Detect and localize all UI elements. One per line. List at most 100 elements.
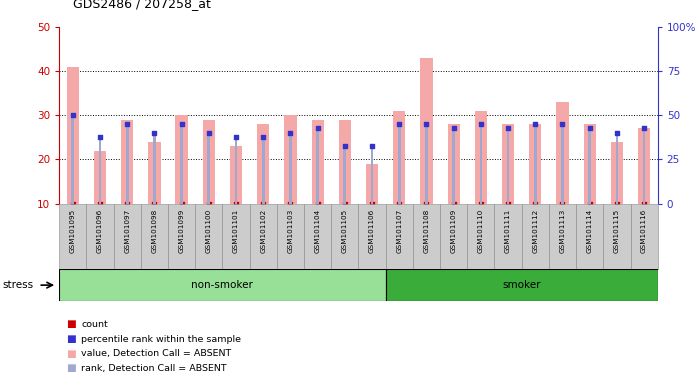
Point bbox=[448, 200, 459, 207]
Bar bbox=[475, 111, 487, 204]
Bar bbox=[284, 115, 296, 204]
Bar bbox=[440, 204, 467, 269]
Bar bbox=[638, 128, 650, 204]
Bar bbox=[413, 204, 440, 269]
Text: rank, Detection Call = ABSENT: rank, Detection Call = ABSENT bbox=[81, 364, 227, 373]
Bar bbox=[262, 137, 264, 204]
Bar bbox=[603, 204, 631, 269]
Bar bbox=[230, 146, 242, 204]
Bar bbox=[576, 204, 603, 269]
Point bbox=[95, 200, 106, 207]
Point bbox=[611, 130, 622, 136]
Point bbox=[68, 112, 79, 118]
Bar bbox=[121, 120, 134, 204]
Bar bbox=[203, 120, 215, 204]
Bar bbox=[67, 67, 79, 204]
Bar bbox=[358, 204, 386, 269]
Point bbox=[312, 200, 323, 207]
Point bbox=[584, 200, 595, 207]
Bar bbox=[386, 269, 658, 301]
Bar bbox=[153, 133, 156, 204]
Text: GSM101102: GSM101102 bbox=[260, 209, 266, 253]
Point bbox=[258, 200, 269, 207]
Bar bbox=[534, 124, 537, 204]
Text: GSM101101: GSM101101 bbox=[233, 209, 239, 253]
Bar bbox=[343, 146, 346, 204]
Bar bbox=[331, 204, 358, 269]
Point bbox=[394, 200, 405, 207]
Point bbox=[421, 121, 432, 127]
Point bbox=[203, 200, 214, 207]
Bar bbox=[59, 204, 86, 269]
Bar bbox=[113, 204, 141, 269]
Point bbox=[230, 134, 242, 141]
Bar bbox=[615, 133, 618, 204]
Bar bbox=[207, 133, 210, 204]
Text: GSM101103: GSM101103 bbox=[287, 209, 294, 253]
Bar bbox=[86, 204, 113, 269]
Point bbox=[258, 134, 269, 141]
Bar bbox=[386, 204, 413, 269]
Point bbox=[394, 121, 405, 127]
Bar bbox=[494, 204, 522, 269]
Point bbox=[176, 121, 187, 127]
Point bbox=[448, 125, 459, 131]
Bar bbox=[588, 128, 591, 204]
Text: GSM101109: GSM101109 bbox=[451, 209, 457, 253]
Point bbox=[557, 121, 568, 127]
Point bbox=[149, 200, 160, 207]
Point bbox=[95, 134, 106, 141]
Bar bbox=[148, 142, 161, 204]
Bar bbox=[168, 204, 195, 269]
Text: GSM101112: GSM101112 bbox=[532, 209, 538, 253]
Point bbox=[475, 121, 487, 127]
Text: GSM101095: GSM101095 bbox=[70, 209, 76, 253]
Bar bbox=[126, 124, 129, 204]
Bar bbox=[141, 204, 168, 269]
Bar bbox=[339, 120, 351, 204]
Point bbox=[122, 200, 133, 207]
Text: ■: ■ bbox=[66, 334, 76, 344]
Point bbox=[421, 200, 432, 207]
Point bbox=[584, 125, 595, 131]
Point bbox=[530, 200, 541, 207]
Text: GSM101116: GSM101116 bbox=[641, 209, 647, 253]
Bar bbox=[289, 133, 292, 204]
Point bbox=[203, 130, 214, 136]
Point bbox=[611, 200, 622, 207]
Text: GSM101098: GSM101098 bbox=[152, 209, 157, 253]
Text: GSM101096: GSM101096 bbox=[97, 209, 103, 253]
Point bbox=[557, 200, 568, 207]
Bar bbox=[99, 137, 102, 204]
Point bbox=[638, 125, 649, 131]
Text: ■: ■ bbox=[66, 349, 76, 359]
Text: percentile rank within the sample: percentile rank within the sample bbox=[81, 334, 242, 344]
Text: GSM101111: GSM101111 bbox=[505, 209, 511, 253]
Bar bbox=[312, 120, 324, 204]
Point bbox=[339, 200, 350, 207]
Bar bbox=[398, 124, 401, 204]
Bar bbox=[549, 204, 576, 269]
Bar bbox=[561, 124, 564, 204]
Bar bbox=[366, 164, 378, 204]
Point bbox=[475, 200, 487, 207]
Point bbox=[122, 121, 133, 127]
Point bbox=[339, 143, 350, 149]
Text: GSM101106: GSM101106 bbox=[369, 209, 375, 253]
Text: GSM101105: GSM101105 bbox=[342, 209, 348, 253]
Text: GSM101100: GSM101100 bbox=[206, 209, 212, 253]
Point bbox=[285, 130, 296, 136]
Bar bbox=[277, 204, 304, 269]
Point bbox=[285, 200, 296, 207]
Point bbox=[149, 130, 160, 136]
Text: GSM101113: GSM101113 bbox=[560, 209, 565, 253]
Bar bbox=[393, 111, 405, 204]
Bar bbox=[529, 124, 541, 204]
Text: GDS2486 / 207258_at: GDS2486 / 207258_at bbox=[73, 0, 211, 10]
Bar bbox=[507, 128, 509, 204]
Bar bbox=[304, 204, 331, 269]
Point bbox=[230, 200, 242, 207]
Bar bbox=[195, 204, 223, 269]
Point bbox=[176, 200, 187, 207]
Bar bbox=[467, 204, 494, 269]
